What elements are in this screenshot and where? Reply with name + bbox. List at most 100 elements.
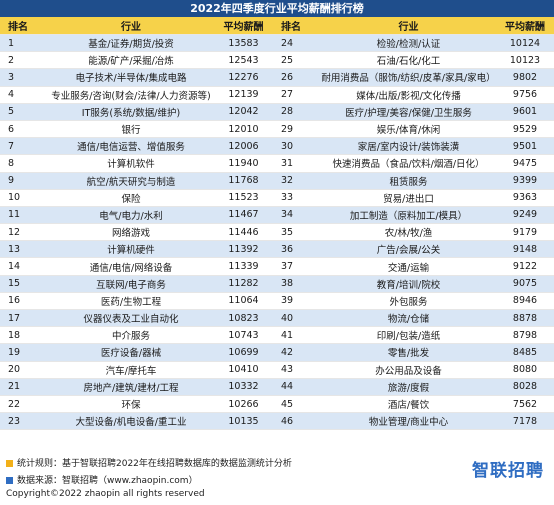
industry-cell: 电气/电力/水利 (48, 206, 214, 225)
rank-cell: 3 (0, 68, 48, 87)
industry-cell: 贸易/进出口 (321, 189, 496, 207)
industry-cell: 银行 (48, 120, 214, 139)
footer-note: 统计规则：基于智联招聘2022年在线招聘数据库的数据监测统计分析 (6, 456, 292, 469)
header-industry-2: 行业 (321, 17, 496, 35)
industry-cell: IT服务(系统/数据/维护) (48, 103, 214, 121)
salary-cell: 10823 (214, 309, 273, 328)
industry-cell: 网络游戏 (48, 223, 214, 242)
salary-cell: 12042 (214, 103, 273, 121)
salary-cell: 11064 (214, 292, 273, 311)
industry-cell: 仪器仪表及工业自动化 (48, 309, 214, 328)
rank-cell: 6 (0, 120, 48, 139)
salary-cell: 9363 (496, 189, 554, 207)
industry-cell: 家居/室内设计/装饰装潢 (321, 137, 496, 156)
salary-cell: 9179 (496, 223, 554, 242)
industry-cell: 租赁服务 (321, 172, 496, 190)
industry-cell: 专业服务/咨询(财会/法律/人力资源等) (48, 86, 214, 104)
table-header-row: 排名 行业 平均薪酬 排名 行业 平均薪酬 (0, 17, 554, 35)
table-row: 12 网络游戏 11446 35 农/林/牧/渔 9179 (0, 223, 554, 242)
footer: 统计规则：基于智联招聘2022年在线招聘数据库的数据监测统计分析 数据来源：智联… (0, 444, 554, 505)
table-row: 4 专业服务/咨询(财会/法律/人力资源等) 12139 27 媒体/出版/影视/文化传… (0, 86, 554, 104)
rank-cell: 18 (0, 326, 48, 345)
salary-cell: 8485 (496, 343, 554, 362)
industry-cell: 航空/航天研究与制造 (48, 172, 214, 190)
industry-cell: 印刷/包装/造纸 (321, 326, 496, 345)
yellow-square-icon (6, 460, 13, 467)
rank-cell: 10 (0, 189, 48, 207)
industry-cell: 石油/石化/化工 (321, 51, 496, 70)
rank-cell: 27 (273, 86, 321, 104)
rank-cell: 19 (0, 343, 48, 362)
industry-cell: 交通/运输 (321, 257, 496, 276)
rank-cell: 40 (273, 309, 321, 328)
salary-cell: 9148 (496, 240, 554, 259)
table-row: 2 能源/矿产/采掘/冶炼 12543 25 石油/石化/化工 10123 (0, 51, 554, 70)
industry-cell: 中介服务 (48, 326, 214, 345)
rank-cell: 37 (273, 257, 321, 276)
rank-cell: 20 (0, 361, 48, 379)
salary-cell: 10135 (214, 412, 273, 431)
salary-cell: 9501 (496, 137, 554, 156)
industry-cell: 基金/证券/期货/投资 (48, 34, 214, 53)
industry-cell: 教育/培训/院校 (321, 275, 496, 293)
rank-cell: 23 (0, 412, 48, 431)
salary-cell: 9756 (496, 86, 554, 104)
rank-cell: 22 (0, 395, 48, 414)
rank-cell: 33 (273, 189, 321, 207)
rank-cell: 21 (0, 378, 48, 396)
industry-cell: 计算机软件 (48, 154, 214, 173)
rank-cell: 12 (0, 223, 48, 242)
industry-cell: 农/林/牧/渔 (321, 223, 496, 242)
table-row: 13 计算机硬件 11392 36 广告/会展/公关 9148 (0, 240, 554, 259)
salary-cell: 13583 (214, 34, 273, 53)
rank-cell: 11 (0, 206, 48, 225)
salary-cell: 9475 (496, 154, 554, 173)
table-row: 10 保险 11523 33 贸易/进出口 9363 (0, 189, 554, 207)
industry-cell: 大型设备/机电设备/重工业 (48, 412, 214, 431)
salary-cell: 11523 (214, 189, 273, 207)
salary-cell: 11467 (214, 206, 273, 225)
rank-cell: 28 (273, 103, 321, 121)
rank-cell: 26 (273, 68, 321, 87)
table-row: 3 电子技术/半导体/集成电路 12276 26 耐用消费品（服饰/纺织/皮革/家具/家… (0, 68, 554, 87)
industry-cell: 电子技术/半导体/集成电路 (48, 68, 214, 87)
industry-cell: 零售/批发 (321, 343, 496, 362)
table-row: 9 航空/航天研究与制造 11768 32 租赁服务 9399 (0, 172, 554, 190)
industry-cell: 计算机硬件 (48, 240, 214, 259)
industry-cell: 通信/电信/网络设备 (48, 257, 214, 276)
header-salary: 平均薪酬 (214, 17, 273, 35)
header-salary-2: 平均薪酬 (496, 17, 554, 35)
rank-cell: 34 (273, 206, 321, 225)
rank-cell: 15 (0, 275, 48, 293)
page-title: 2022年四季度行业平均薪酬排行榜 (0, 0, 554, 17)
rank-cell: 44 (273, 378, 321, 396)
rank-cell: 17 (0, 309, 48, 328)
table-body: 1 基金/证券/期货/投资 13583 24 检验/检测/认证 10124 2 能源/矿产/采… (0, 34, 554, 431)
salary-cell: 11282 (214, 275, 273, 293)
table-row: 7 通信/电信运营、增值服务 12006 30 家居/室内设计/装饰装潢 9501 (0, 137, 554, 156)
rank-cell: 43 (273, 361, 321, 379)
footer-note-text: 统计规则：基于智联招聘2022年在线招聘数据库的数据监测统计分析 (17, 459, 292, 469)
salary-cell: 9802 (496, 68, 554, 87)
salary-cell: 9529 (496, 120, 554, 139)
industry-cell: 保险 (48, 189, 214, 207)
salary-cell: 9075 (496, 275, 554, 293)
salary-cell: 10266 (214, 395, 273, 414)
table-row: 18 中介服务 10743 41 印刷/包装/造纸 8798 (0, 326, 554, 345)
rank-cell: 30 (273, 137, 321, 156)
footer-copyright: Copyright©2022 zhaopin all rights reserv… (6, 489, 205, 499)
industry-cell: 娱乐/体育/休闲 (321, 120, 496, 139)
salary-cell: 7178 (496, 412, 554, 431)
rank-cell: 8 (0, 154, 48, 173)
industry-cell: 医药/生物工程 (48, 292, 214, 311)
salary-cell: 9249 (496, 206, 554, 225)
rank-cell: 24 (273, 34, 321, 53)
salary-cell: 9399 (496, 172, 554, 190)
industry-cell: 环保 (48, 395, 214, 414)
table-row: 8 计算机软件 11940 31 快速消费品（食品/饮料/烟酒/日化） 9475 (0, 154, 554, 173)
salary-cell: 10410 (214, 361, 273, 379)
table-row: 23 大型设备/机电设备/重工业 10135 46 物业管理/商业中心 7178 (0, 412, 554, 431)
industry-cell: 互联网/电子商务 (48, 275, 214, 293)
zhaopin-logo: 智联招聘 (472, 461, 544, 481)
footer-source-text: 数据来源：智联招聘（www.zhaopin.com） (17, 476, 198, 486)
